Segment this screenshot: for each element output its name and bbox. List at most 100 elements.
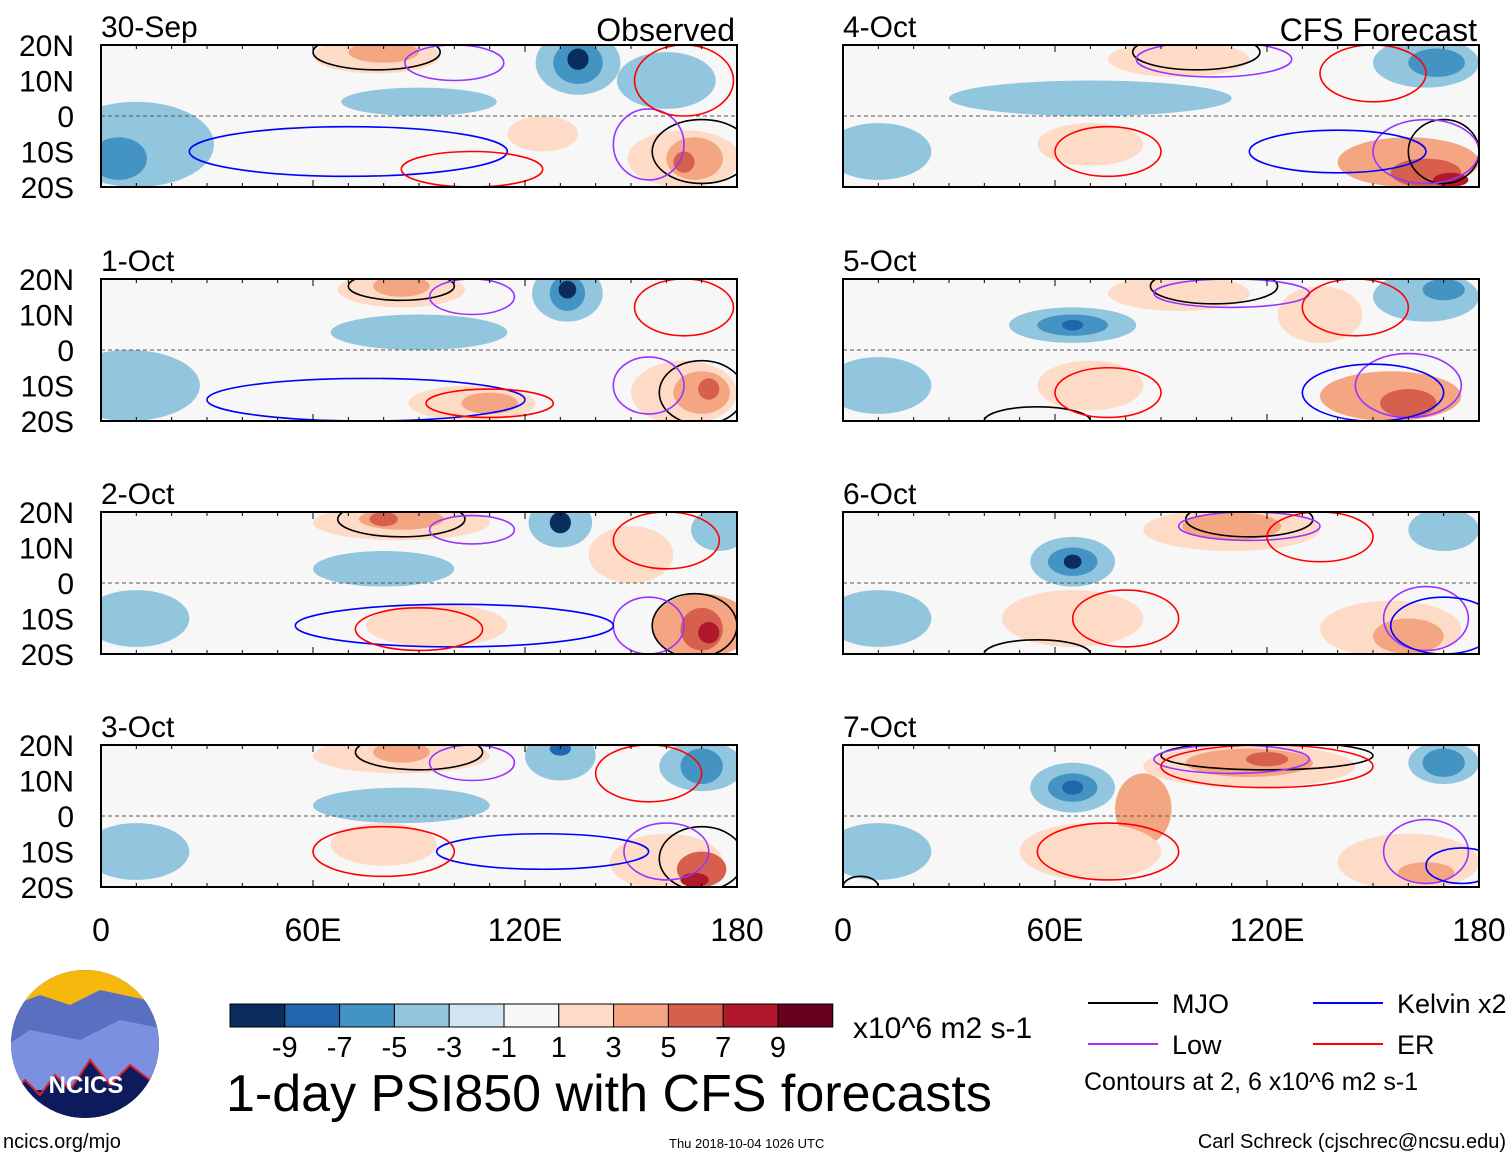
footer-author: Carl Schreck (cjschrec@ncsu.edu) — [1197, 1131, 1506, 1153]
contour-kelvin — [1248, 129, 1427, 174]
anomaly-shading — [369, 512, 398, 527]
contour-low — [612, 108, 685, 181]
panel-date: 1-Oct — [101, 245, 175, 278]
legend-label: Low — [1172, 1030, 1222, 1060]
contour-low — [1372, 118, 1479, 185]
contour-low — [428, 279, 516, 316]
anomaly-shading — [1277, 286, 1363, 343]
anomaly-shading — [330, 314, 508, 350]
anomaly-shading — [843, 590, 932, 647]
panel-content — [843, 279, 1479, 421]
colorbar-swatch — [229, 1003, 286, 1028]
anomaly-shading — [949, 80, 1232, 116]
colorbar-swatch — [339, 1003, 395, 1028]
anomaly-shading — [843, 823, 932, 880]
anomaly-shading — [698, 378, 720, 400]
anomaly-shading — [507, 116, 578, 152]
map-panel-6-Oct: 6-Oct — [842, 478, 1480, 655]
contour-low — [1177, 512, 1321, 542]
panel-content — [101, 745, 737, 887]
colorbar-swatch — [393, 1003, 450, 1028]
lat-tick-label: 0 — [57, 801, 74, 834]
contour-low — [428, 745, 516, 782]
anomaly-shading — [330, 823, 437, 866]
lat-tick-label: 10N — [19, 66, 74, 99]
contour-er — [1054, 366, 1162, 419]
colorbar-swatch — [722, 1003, 779, 1028]
figure-title: 1-day PSI850 with CFS forecasts — [226, 1065, 992, 1123]
column-title: CFS Forecast — [1280, 12, 1477, 48]
contour-legend: MJO Kelvin x2 Low ER — [1088, 989, 1507, 1060]
anomaly-shading — [680, 748, 723, 785]
logo-art — [11, 970, 159, 1118]
anomaly-shading — [461, 392, 518, 414]
anomaly-shading — [1063, 554, 1082, 569]
contour-er — [1071, 589, 1180, 648]
anomaly-shading — [549, 512, 571, 534]
anomaly-shading — [1245, 752, 1289, 767]
anomaly-shading — [101, 823, 190, 880]
lat-tick-label: 0 — [57, 335, 74, 368]
colorbar-label: 7 — [715, 1032, 731, 1064]
lon-tick-label: 180 — [710, 912, 763, 948]
panel-date: 2-Oct — [101, 478, 175, 511]
contour-low — [623, 822, 710, 881]
contour-er — [1036, 822, 1180, 881]
anomaly-shading — [341, 87, 497, 117]
contour-er — [594, 745, 703, 803]
lon-tick-label: 60E — [1027, 912, 1084, 948]
colorbar-label: 1 — [551, 1032, 567, 1064]
panel-date: 3-Oct — [101, 711, 175, 744]
panel-content — [843, 45, 1479, 187]
anomaly-shading — [101, 137, 147, 180]
lat-tick-label: 10N — [19, 766, 74, 799]
contour-er — [1160, 745, 1374, 789]
colorbar-swatch — [284, 1003, 341, 1028]
anomaly-shading — [1019, 823, 1161, 880]
colorbar-swatch — [503, 1003, 560, 1028]
anomaly-shading — [691, 512, 737, 552]
panel-date: 6-Oct — [843, 478, 917, 511]
footer-url[interactable]: ncics.org/mjo — [3, 1131, 121, 1153]
colorbar-label: -9 — [272, 1032, 298, 1064]
lat-tick-label: 10N — [19, 300, 74, 333]
panel-date: 7-Oct — [843, 711, 917, 744]
colorbar-label: 9 — [770, 1032, 786, 1064]
contour-low — [428, 514, 516, 545]
panel-content — [101, 279, 737, 421]
panel-content — [843, 745, 1479, 887]
anomaly-shading — [1408, 48, 1465, 77]
anomaly-shading — [567, 48, 589, 70]
contour-er — [633, 45, 735, 117]
anomaly-shading — [549, 745, 571, 756]
anomaly-shading — [101, 350, 200, 421]
lat-tick-label: 20N — [19, 264, 74, 297]
lat-tick-label: 0 — [57, 568, 74, 601]
contour-mjo — [1131, 45, 1261, 71]
anomaly-shading — [843, 357, 932, 414]
contour-kelvin — [188, 125, 509, 178]
colorbar-label: -7 — [327, 1032, 353, 1064]
anomaly-shading — [1182, 512, 1282, 541]
lat-tick-label: 20S — [21, 639, 74, 672]
anomaly-shading — [1337, 833, 1479, 887]
anomaly-shading — [1108, 279, 1250, 311]
panel-date: 30-Sep — [101, 11, 198, 44]
anomaly-shading — [313, 787, 490, 824]
anomaly-shading — [588, 526, 674, 583]
contour-low — [404, 45, 505, 82]
contour-er — [1266, 512, 1374, 563]
lat-tick-label: 20S — [21, 172, 74, 205]
anomaly-shading — [1037, 123, 1144, 166]
map-panel-5-Oct: 5-Oct — [842, 245, 1480, 422]
column-title: Observed — [596, 12, 735, 48]
contour-low — [612, 356, 685, 415]
panel-content — [101, 45, 737, 187]
contour-mjo — [1160, 745, 1374, 771]
lon-tick-label: 180 — [1452, 912, 1505, 948]
lat-tick-label: 20S — [21, 406, 74, 439]
anomaly-shading — [1422, 279, 1465, 301]
colorbar-label: -5 — [382, 1032, 408, 1064]
